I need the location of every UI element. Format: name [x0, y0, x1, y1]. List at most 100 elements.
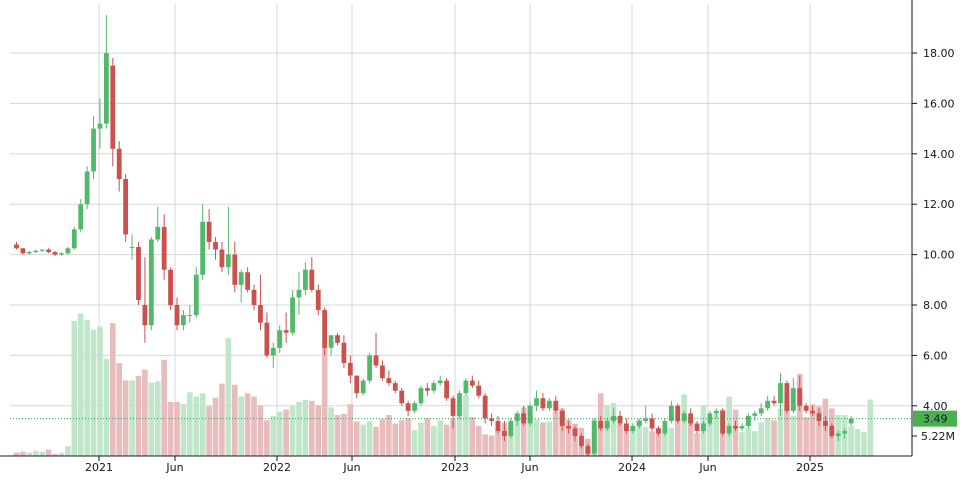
candle-body [335, 335, 340, 343]
volume-bar [161, 359, 167, 456]
volume-bar [97, 326, 103, 456]
candle-body [604, 420, 610, 429]
candle-body [232, 254, 238, 285]
candle-body [579, 436, 584, 447]
volume-bar [20, 451, 26, 456]
candles [14, 15, 854, 457]
volume-bar [212, 397, 219, 456]
candle-body [810, 410, 815, 414]
volume-bar [508, 423, 514, 456]
volume-bar [39, 451, 45, 456]
volume-bar [116, 363, 123, 456]
volume-bar [103, 358, 110, 456]
volume-bar [450, 419, 456, 456]
candle-body [630, 425, 636, 431]
x-tick-label: 2024 [618, 461, 646, 474]
candle-body [803, 405, 809, 411]
candle-body [103, 53, 109, 124]
volume-bar [771, 420, 777, 456]
volume-bar [193, 396, 200, 456]
candle-body [444, 380, 450, 399]
candle-body [662, 420, 668, 434]
candle-body [142, 305, 148, 326]
volume-bar [546, 421, 553, 456]
candle-body [591, 420, 597, 454]
volume-bar [52, 453, 58, 456]
volume-bar [674, 419, 681, 456]
candle-body [745, 415, 751, 426]
volume-bar [238, 396, 244, 456]
volume-bar [681, 394, 687, 456]
candle-body [39, 249, 45, 251]
volume-bar [84, 319, 90, 456]
candle-body [187, 315, 193, 317]
y-tick-label: 18.00 [923, 47, 955, 60]
candle-body [720, 410, 726, 434]
volume-bar [707, 422, 713, 456]
candle-body [328, 335, 334, 348]
candle-body [354, 375, 360, 394]
candle-body [373, 355, 379, 366]
x-tick-label: Jun [165, 461, 183, 474]
candle-body [213, 242, 218, 250]
candle-body [482, 395, 488, 419]
volume-bar [520, 407, 527, 456]
volume-bar [398, 420, 405, 456]
candle-body [168, 269, 173, 305]
candle-body [514, 413, 520, 421]
candle-body [643, 418, 649, 421]
candle-body [469, 380, 475, 386]
candle-body [418, 388, 424, 404]
volume-bars [13, 313, 874, 456]
candle-body [123, 179, 129, 235]
volume-bar [424, 418, 431, 456]
candle-body [656, 428, 661, 434]
candle-body [701, 423, 706, 431]
candle-body [412, 403, 417, 411]
candle-body [347, 362, 353, 376]
candle-body [193, 274, 199, 316]
candle-body [14, 244, 19, 249]
volume-bar [482, 434, 488, 456]
x-tick-label: Jun [342, 461, 360, 474]
volume-bar [148, 382, 155, 456]
volume-bar [431, 425, 437, 456]
volume-bar [347, 404, 354, 456]
candle-body [251, 289, 257, 305]
candle-body [424, 388, 430, 391]
volume-bar [71, 321, 78, 456]
candle-body [675, 405, 681, 421]
candle-body [341, 342, 347, 363]
grid [10, 4, 912, 456]
candle-body [816, 413, 822, 421]
candle-body [765, 400, 771, 409]
candle-body [155, 226, 161, 240]
y-tick-label: 12.00 [923, 198, 955, 211]
volume-bar [58, 452, 65, 456]
volume-bar [122, 380, 129, 456]
candle-body [296, 289, 302, 298]
volume-bar [257, 405, 264, 456]
axes: 18.00 16.00 14.00 12.00 10.00 8.00 6.00 4.00 202… [0, 0, 957, 474]
volume-bar [199, 393, 206, 456]
volume-bar [623, 425, 630, 456]
candle-body [835, 433, 841, 437]
candle-body [778, 383, 783, 404]
candle-body [649, 418, 655, 429]
candle-body [437, 380, 443, 384]
volume-bar [418, 422, 424, 456]
volume-bar [655, 427, 662, 456]
candle-body [20, 248, 26, 254]
volume-bar [758, 422, 765, 456]
volume-bar [456, 405, 463, 456]
candle-body [688, 413, 693, 424]
volume-bar [45, 449, 52, 456]
candle-body [392, 383, 398, 391]
volume-bar [475, 425, 482, 456]
y-tick-label: 6.00 [923, 349, 948, 362]
volume-bar [610, 403, 617, 456]
volume-bar [129, 380, 135, 456]
candle-body [181, 315, 186, 326]
